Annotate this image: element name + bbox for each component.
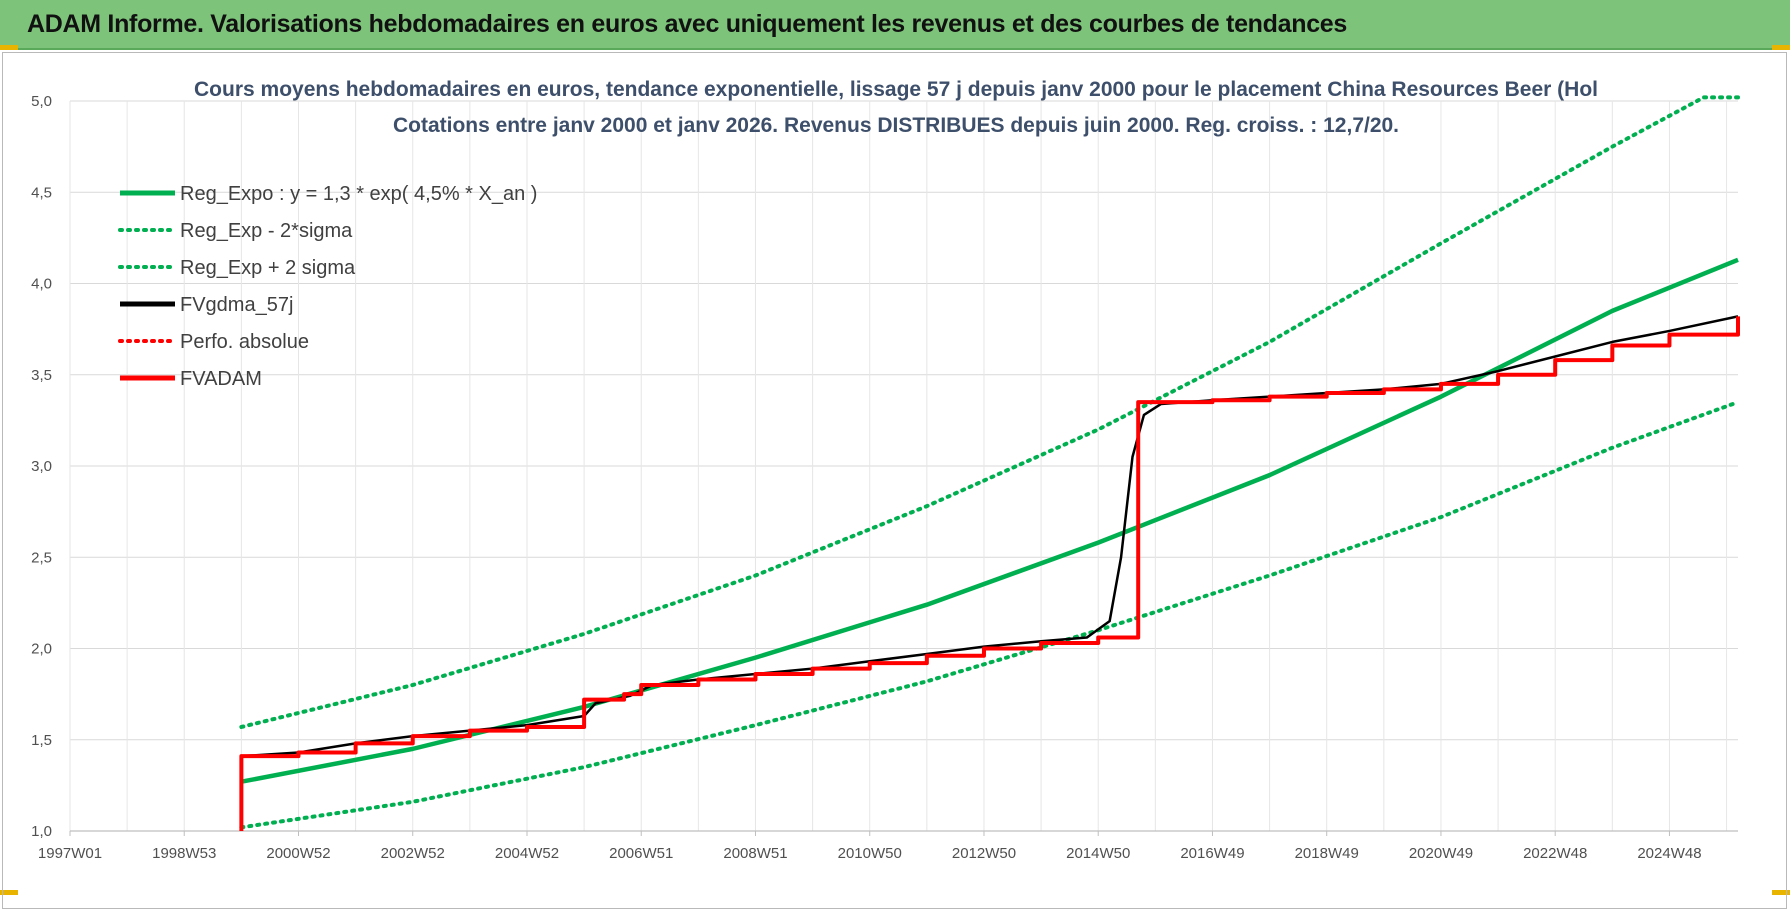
x-tick-label: 1998W53: [152, 845, 216, 862]
x-tick-label: 2012W50: [952, 845, 1016, 862]
x-tick-label: 2000W52: [266, 845, 330, 862]
x-tick-label: 2016W49: [1180, 845, 1244, 862]
chart-frame: [2, 52, 1787, 909]
y-tick-label: 3,0: [31, 458, 52, 475]
y-tick-label: 4,0: [31, 276, 52, 293]
corner-mark-right: [1772, 45, 1790, 50]
x-axis: 1997W01 1998W53 2000W52 2002W52 2004W52 2006W…: [38, 831, 1702, 862]
legend-label: Reg_Exp + 2 sigma: [180, 257, 356, 279]
grid: [69, 100, 1738, 832]
x-tick-label: 2014W50: [1066, 845, 1130, 862]
corner-mark-bottom-left: [0, 890, 18, 895]
legend-label: FVgdma_57j: [180, 294, 293, 316]
x-tick-label: 2010W50: [838, 845, 902, 862]
legend-label: FVADAM: [180, 368, 262, 390]
y-tick-label: 5,0: [31, 93, 52, 110]
legend-label: Perfo. absolue: [180, 331, 309, 353]
chart-title-line1: Cours moyens hebdomadaires en euros, ten…: [194, 78, 1598, 101]
y-tick-label: 2,5: [31, 549, 52, 566]
series-line-5: [239, 316, 1740, 831]
x-tick-label: 1997W01: [38, 845, 102, 862]
y-tick-label: 3,5: [31, 367, 52, 384]
legend-label: Reg_Exp - 2*sigma: [180, 220, 353, 242]
legend: Reg_Expo : y = 1,3 * exp( 4,5% * X_an ) R…: [118, 183, 537, 390]
corner-mark-bottom-right: [1772, 890, 1790, 895]
y-axis: 1,0 1,5 2,0 2,5 3,0 3,5 4,0 4,5 5,0: [31, 93, 52, 840]
corner-mark-left: [0, 45, 18, 50]
series: [239, 95, 1740, 831]
x-tick-label: 2022W48: [1523, 845, 1587, 862]
series-line-3: [241, 315, 1739, 758]
report-header: ADAM Informe. Valorisations hebdomadaire…: [0, 0, 1790, 50]
chart-title-line2: Cotations entre janv 2000 et janv 2026. …: [393, 114, 1399, 137]
x-tick-label: 2004W52: [495, 845, 559, 862]
series-line-1: [239, 400, 1740, 830]
y-tick-label: 4,5: [31, 184, 52, 201]
report-title: ADAM Informe. Valorisations hebdomadaire…: [27, 10, 1348, 38]
x-tick-label: 2024W48: [1637, 845, 1701, 862]
legend-label: Reg_Expo : y = 1,3 * exp( 4,5% * X_an ): [180, 183, 537, 205]
x-tick-label: 2008W51: [723, 845, 787, 862]
y-tick-label: 1,0: [31, 823, 52, 840]
x-tick-label: 2006W51: [609, 845, 673, 862]
x-tick-label: 2020W49: [1409, 845, 1473, 862]
series-line-0: [240, 257, 1739, 784]
series-line-2: [239, 95, 1740, 729]
x-tick-label: 2002W52: [381, 845, 445, 862]
y-tick-label: 2,0: [31, 641, 52, 658]
y-tick-label: 1,5: [31, 732, 52, 749]
x-tick-label: 2018W49: [1295, 845, 1359, 862]
